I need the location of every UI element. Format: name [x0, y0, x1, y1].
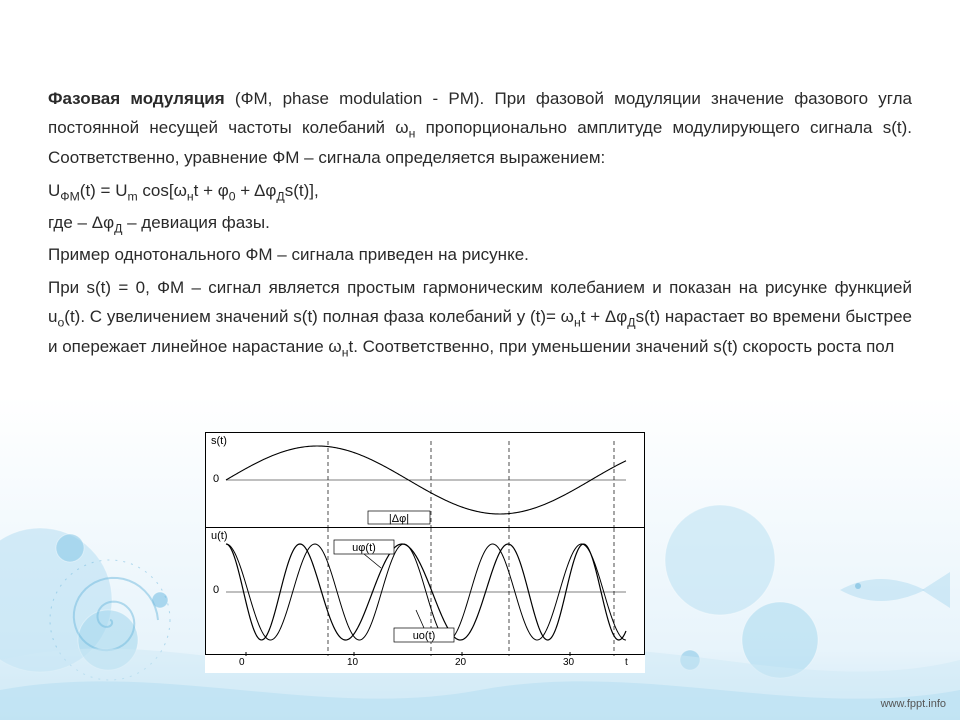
- chart-top-panel: s(t) 0 |Δφ|: [205, 432, 645, 527]
- xtick: 30: [563, 657, 574, 668]
- formula-line: UФМ(t) = Um cos[ωнt + φ0 + ΔφДs(t)],: [48, 177, 912, 207]
- footer-link: www.fppt.info: [881, 698, 946, 710]
- xtick: 0: [239, 657, 245, 668]
- paragraph-2: Пример однотонального ФМ – сигнала приве…: [48, 241, 912, 270]
- where-line: где – ΔφД – девиация фазы.: [48, 209, 912, 239]
- zero-top: 0: [212, 473, 220, 485]
- zero-bot: 0: [212, 584, 220, 596]
- chart-container: s(t) 0 |Δφ| u(t) 0 uφ(t) uo(t) 0 10 20 30 t: [205, 432, 645, 673]
- ut-label: u(t): [210, 530, 229, 542]
- title-bold: Фазовая модуляция: [48, 89, 225, 108]
- st-label: s(t): [210, 435, 228, 447]
- chart-bottom-panel: u(t) 0 uφ(t) uo(t): [205, 527, 645, 655]
- xaxis-row: 0 10 20 30 t: [205, 655, 645, 673]
- paragraph-3: При s(t) = 0, ФМ – сигнал является прост…: [48, 274, 912, 363]
- svg-text:uφ(t): uφ(t): [352, 542, 376, 554]
- paragraph-1: Фазовая модуляция (ФМ, phase modulation …: [48, 85, 912, 173]
- svg-text:|Δφ|: |Δφ|: [389, 513, 409, 525]
- xtick: 10: [347, 657, 358, 668]
- svg-text:uo(t): uo(t): [413, 630, 436, 642]
- text-content: Фазовая модуляция (ФМ, phase modulation …: [0, 0, 960, 364]
- t-label: t: [625, 657, 628, 668]
- chart-bottom-svg: uφ(t) uo(t): [206, 528, 646, 656]
- xtick: 20: [455, 657, 466, 668]
- chart-top-svg: |Δφ|: [206, 433, 646, 528]
